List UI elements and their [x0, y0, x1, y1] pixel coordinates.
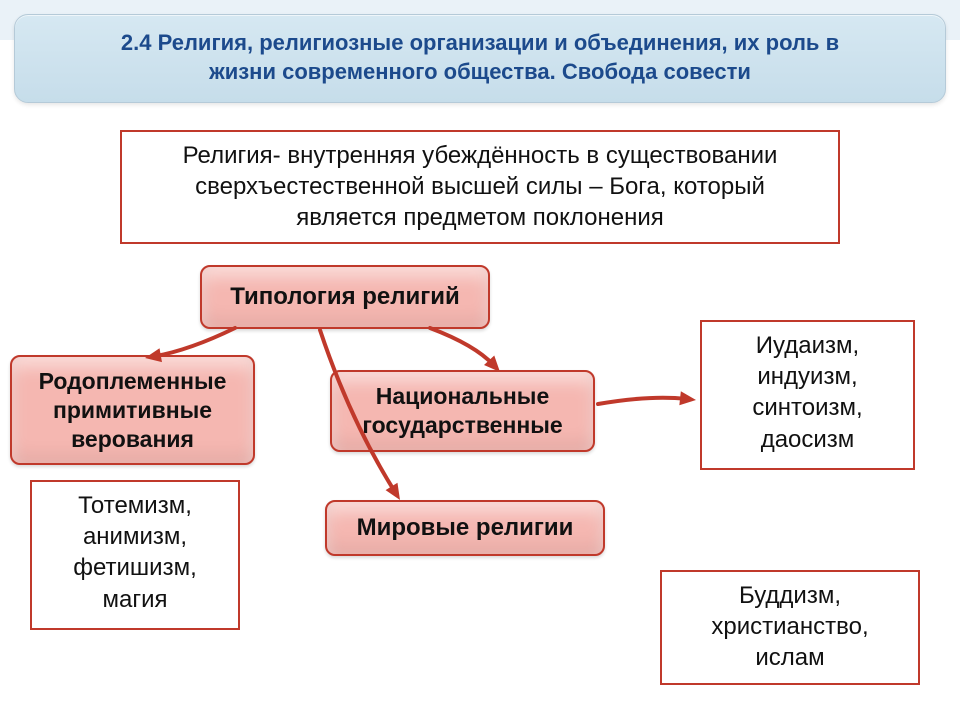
- node-typology: Типология религий: [200, 265, 490, 329]
- national-to-examples-arrowhead-icon: [679, 391, 696, 405]
- national-to-examples: [598, 398, 686, 404]
- slide-stage: 2.4 Религия, религиозные организации и о…: [0, 0, 960, 720]
- leaf-national-examples: Иудаизм, индуизм, синтоизм, даосизм: [700, 320, 915, 470]
- leaf-world-line2: христианство,: [676, 611, 904, 642]
- typology-to-national: [430, 328, 493, 365]
- typology-to-world-arrowhead-icon: [386, 483, 400, 500]
- slide-header: 2.4 Религия, религиозные организации и о…: [14, 14, 946, 103]
- leaf-national-line3: синтоизм,: [716, 392, 899, 423]
- leaf-world-line3: ислам: [676, 642, 904, 673]
- leaf-national-line2: индуизм,: [716, 361, 899, 392]
- leaf-tribal-line1: Тотемизм,: [46, 490, 224, 521]
- definition-box: Религия- внутренняя убеждённость в сущес…: [120, 130, 840, 244]
- node-national: Национальные государственные: [330, 370, 595, 452]
- header-line-2: жизни современного общества. Свобода сов…: [35, 58, 925, 87]
- leaf-tribal-examples: Тотемизм, анимизм, фетишизм, магия: [30, 480, 240, 630]
- definition-line-2: сверхъестественной высшей силы – Бога, к…: [136, 171, 824, 202]
- definition-line-3: является предметом поклонения: [136, 202, 824, 233]
- leaf-tribal-line4: магия: [46, 584, 224, 615]
- node-tribal-line2: примитивные: [30, 396, 235, 425]
- leaf-world-line1: Буддизм,: [676, 580, 904, 611]
- node-tribal-line1: Родоплеменные: [30, 367, 235, 396]
- definition-line-1: Религия- внутренняя убеждённость в сущес…: [136, 140, 824, 171]
- node-national-line2: государственные: [350, 411, 575, 440]
- leaf-tribal-line2: анимизм,: [46, 521, 224, 552]
- leaf-tribal-line3: фетишизм,: [46, 552, 224, 583]
- leaf-national-line4: даосизм: [716, 424, 899, 455]
- leaf-world-examples: Буддизм, христианство, ислам: [660, 570, 920, 685]
- node-typology-label: Типология религий: [220, 282, 470, 312]
- node-national-line1: Национальные: [350, 382, 575, 411]
- typology-to-tribal: [154, 328, 235, 356]
- node-world-label: Мировые религии: [345, 513, 585, 543]
- node-tribal-line3: верования: [30, 425, 235, 454]
- leaf-national-line1: Иудаизм,: [716, 330, 899, 361]
- node-tribal: Родоплеменные примитивные верования: [10, 355, 255, 465]
- node-world: Мировые религии: [325, 500, 605, 556]
- header-line-1: 2.4 Религия, религиозные организации и о…: [35, 29, 925, 58]
